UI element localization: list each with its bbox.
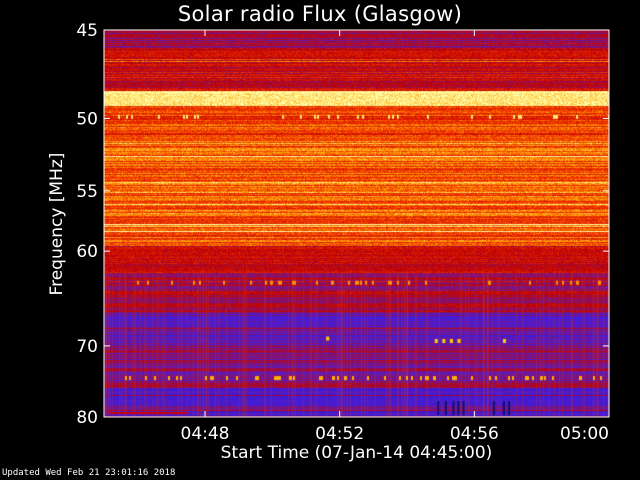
x-tick-label: 04:48 bbox=[181, 424, 230, 444]
updated-timestamp: Updated Wed Feb 21 23:01:16 2018 bbox=[2, 468, 176, 478]
x-axis-label: Start Time (07-Jan-14 04:45:00) bbox=[220, 443, 493, 463]
y-tick-label: 80 bbox=[76, 408, 98, 428]
y-tick-label: 45 bbox=[76, 21, 98, 41]
y-tick-label: 55 bbox=[76, 182, 98, 202]
x-tick-label: 04:52 bbox=[315, 424, 364, 444]
spectrogram-heatmap bbox=[104, 30, 609, 417]
y-tick-label: 70 bbox=[76, 337, 98, 357]
y-tick-label: 50 bbox=[76, 109, 98, 129]
x-tick-label: 04:56 bbox=[450, 424, 499, 444]
y-tick-label: 60 bbox=[76, 242, 98, 262]
x-tick-label: 05:00 bbox=[560, 424, 609, 444]
chart-title: Solar radio Flux (Glasgow) bbox=[177, 2, 463, 26]
y-axis-label: Frequency [MHz] bbox=[47, 152, 67, 296]
plot-frame bbox=[103, 29, 610, 418]
plot-area bbox=[104, 30, 609, 417]
